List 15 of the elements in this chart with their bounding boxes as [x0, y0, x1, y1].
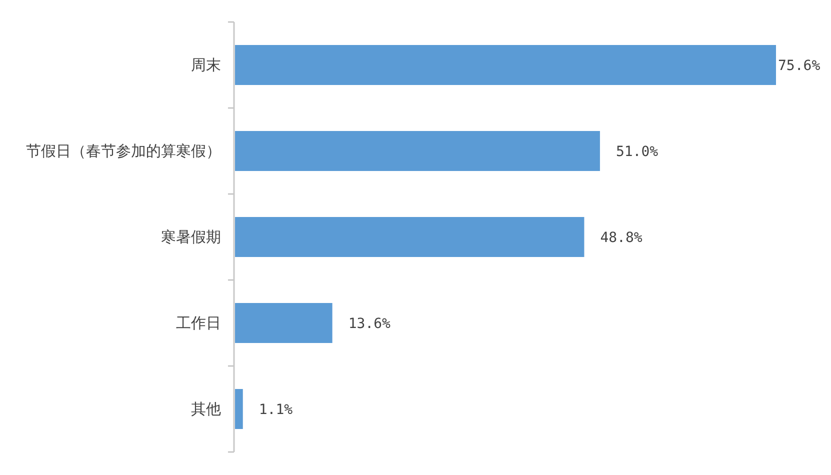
y-tick-label: 节假日（春节参加的算寒假） [26, 142, 221, 160]
bar [235, 217, 584, 257]
bar [235, 131, 600, 171]
data-label: 75.6% [778, 58, 821, 74]
data-label: 48.8% [600, 230, 643, 246]
bar [235, 389, 243, 429]
y-tick-label: 其他 [191, 400, 221, 418]
bar [235, 303, 332, 343]
data-label: 13.6% [348, 316, 392, 332]
bar [235, 45, 776, 85]
data-label: 51.0% [616, 144, 659, 160]
y-tick-label: 寒暑假期 [161, 228, 221, 246]
y-tick-label: 周末 [191, 56, 221, 74]
data-label: 1.1% [258, 402, 294, 418]
y-tick-label: 工作日 [176, 314, 221, 332]
